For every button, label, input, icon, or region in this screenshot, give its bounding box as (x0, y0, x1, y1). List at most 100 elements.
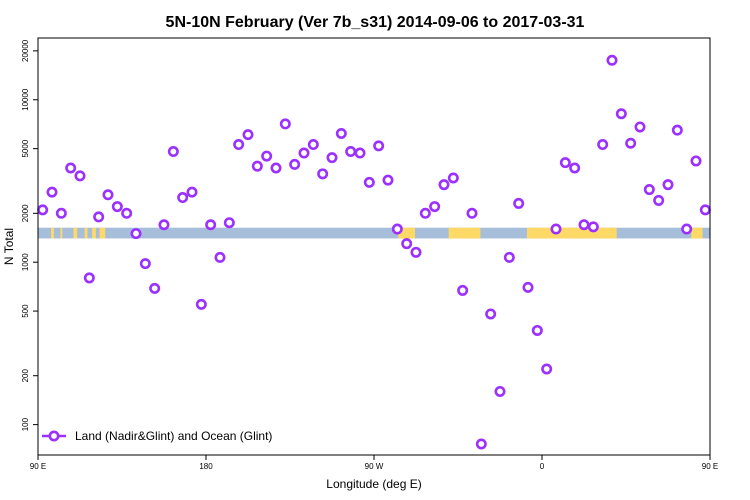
data-point (205, 219, 217, 231)
data-point (653, 194, 665, 206)
y-tick-label: 500 (21, 304, 30, 318)
plot-frame (37, 37, 711, 456)
data-point (513, 197, 525, 209)
data-point (186, 186, 198, 198)
data-point (363, 176, 375, 188)
data-point (373, 140, 385, 152)
data-point (158, 219, 170, 231)
data-point (214, 251, 226, 263)
data-point (457, 284, 469, 296)
legend-label: Land (Nadir&Glint) and Ocean (Glint) (75, 429, 272, 443)
data-point (597, 139, 609, 151)
data-point (74, 170, 86, 182)
data-point (690, 155, 702, 167)
data-point (401, 238, 413, 250)
y-tick-label: 20000 (21, 39, 30, 62)
axes: 90 E 180 90 W 0 90 E 100 200 500 1000 2000 5000 100… (21, 39, 718, 471)
data-point (410, 246, 422, 258)
land-segment (60, 227, 63, 239)
y-tick-label: 10000 (21, 88, 30, 111)
data-point (475, 438, 487, 450)
legend: Land (Nadir&Glint) and Ocean (Glint) (42, 429, 272, 443)
data-point (102, 189, 114, 201)
data-point (606, 54, 618, 66)
land-segment (73, 227, 78, 239)
data-point (699, 204, 711, 216)
x-tick-label: 90 E (702, 462, 718, 471)
data-point (251, 160, 263, 172)
data-point (261, 150, 273, 162)
data-point (382, 174, 394, 186)
data-point (139, 258, 151, 270)
data-point (531, 324, 543, 336)
data-point (643, 184, 655, 196)
data-point (578, 219, 590, 231)
land-segment (448, 227, 481, 239)
data-point (149, 282, 161, 294)
data-point (550, 223, 562, 235)
x-tick-label: 90 E (30, 462, 46, 471)
land-ocean-band (38, 227, 710, 239)
data-point (83, 272, 95, 284)
data-point (494, 385, 506, 397)
y-tick-label: 200 (21, 368, 30, 382)
data-point (111, 201, 123, 213)
data-points (37, 54, 711, 450)
data-point (121, 207, 133, 219)
data-point (485, 308, 497, 320)
data-point (681, 223, 693, 235)
data-point (615, 108, 627, 120)
data-point (587, 221, 599, 233)
data-point (46, 186, 58, 198)
data-point (233, 139, 245, 151)
x-tick-label: 90 W (365, 462, 384, 471)
legend-marker (48, 430, 60, 442)
data-point (242, 129, 254, 141)
land-segment (691, 227, 703, 239)
data-point (335, 127, 347, 139)
data-point (326, 152, 338, 164)
data-point (345, 146, 357, 158)
y-tick-label: 2000 (21, 204, 30, 222)
data-point (93, 211, 105, 223)
chart-title: 5N-10N February (Ver 7b_s31) 2014-09-06 … (166, 14, 585, 31)
data-point (438, 179, 450, 191)
data-point (130, 228, 142, 240)
x-tick-label: 0 (540, 462, 545, 471)
data-point (429, 201, 441, 213)
data-point (195, 298, 207, 310)
data-point (317, 168, 329, 180)
data-point (177, 192, 189, 204)
data-point (289, 158, 301, 170)
data-point (569, 162, 581, 174)
data-point (37, 204, 49, 216)
data-point (354, 147, 366, 159)
data-point (559, 157, 571, 169)
land-segment (398, 227, 416, 239)
data-point (419, 207, 431, 219)
data-point (541, 363, 553, 375)
data-point (307, 139, 319, 151)
data-point (391, 223, 403, 235)
y-tick-label: 100 (21, 417, 30, 431)
data-point (298, 147, 310, 159)
data-point (279, 118, 291, 130)
data-point (671, 124, 683, 136)
data-point (447, 172, 459, 184)
data-point (55, 207, 67, 219)
data-point (167, 146, 179, 158)
data-point (634, 121, 646, 133)
land-segment (99, 227, 106, 239)
data-point (522, 281, 534, 293)
data-point (223, 217, 235, 229)
land-segment (92, 227, 96, 239)
data-point (270, 162, 282, 174)
land-segment (527, 227, 617, 239)
land-segment (51, 227, 54, 239)
y-tick-label: 5000 (21, 139, 30, 157)
ocean-band (38, 227, 710, 239)
data-point (65, 162, 77, 174)
data-point (662, 179, 674, 191)
data-point (503, 251, 515, 263)
